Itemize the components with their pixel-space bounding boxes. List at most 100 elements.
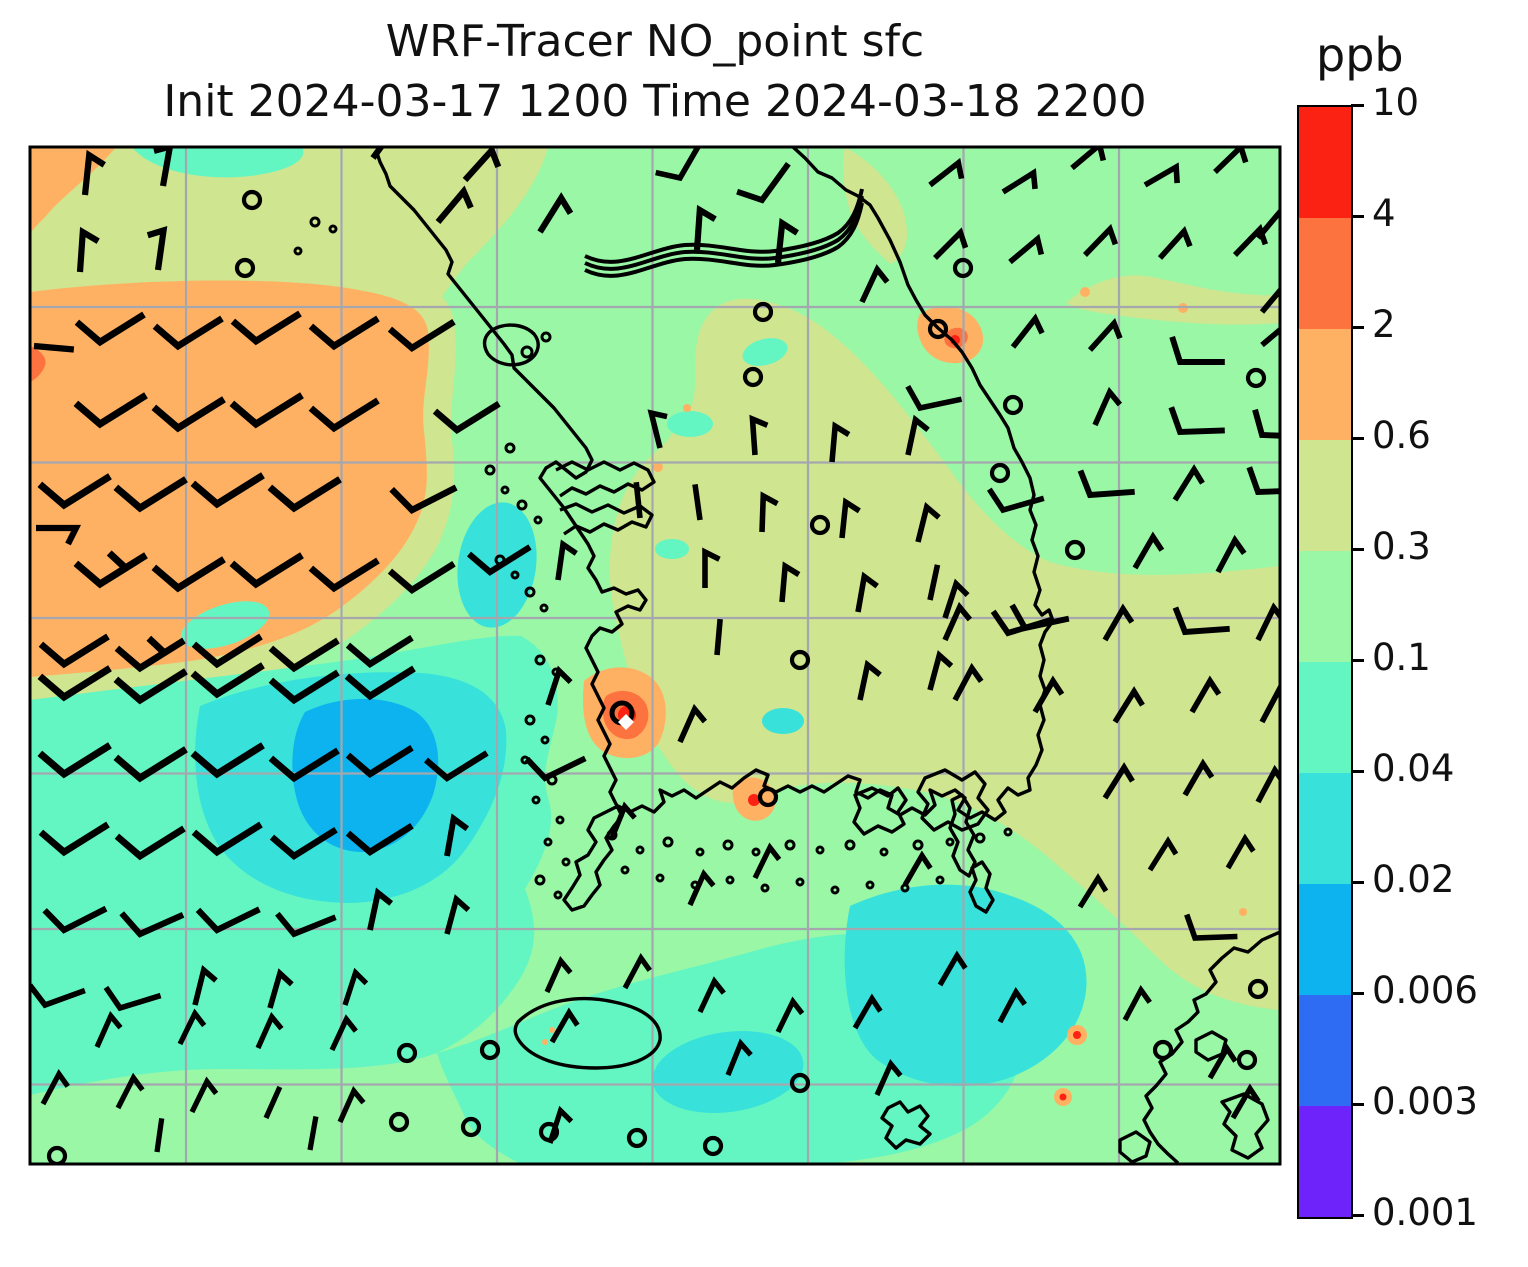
wind-barb xyxy=(1169,336,1225,365)
coastline-japan-island-2 xyxy=(1220,1092,1270,1160)
map-frame xyxy=(28,145,1282,1166)
calm-wind-marker xyxy=(789,1072,811,1094)
wind-barb xyxy=(1172,606,1230,636)
small-island xyxy=(524,714,536,726)
wind-barb xyxy=(42,905,108,934)
colorbar-segment xyxy=(1299,1106,1351,1217)
wind-barb xyxy=(153,147,174,187)
wind-barb xyxy=(759,491,779,533)
wind-barb xyxy=(997,986,1027,1024)
wind-barb xyxy=(1143,162,1180,188)
wind-barb xyxy=(1225,833,1256,870)
wind-barb xyxy=(94,1010,123,1049)
colorbar-tick-label: 0.003 xyxy=(1372,1080,1478,1123)
wind-barb xyxy=(622,952,652,990)
wind-barb xyxy=(677,703,708,744)
calm-wind-marker xyxy=(538,1121,560,1143)
small-island xyxy=(760,883,770,893)
wind-barb xyxy=(687,868,716,907)
concentration-region-left-edge-orangered xyxy=(30,346,46,382)
wind-barb xyxy=(1082,223,1118,257)
colorbar-segment xyxy=(1299,884,1351,995)
wind-barb xyxy=(775,996,805,1034)
wind-barb xyxy=(749,414,769,456)
wind-barb xyxy=(905,384,963,412)
wind-barb xyxy=(308,397,380,433)
concentration-region-topleft-yellowgreen xyxy=(30,147,548,314)
calm-wind-marker xyxy=(752,301,774,323)
wind-barb xyxy=(38,633,110,669)
wind-barb xyxy=(190,742,265,779)
wind-barb xyxy=(1255,764,1280,804)
colorbar-segment xyxy=(1299,107,1351,218)
small-island xyxy=(543,837,553,847)
wind-barb xyxy=(1259,279,1280,314)
wind-barb xyxy=(1087,318,1123,352)
wind-barb xyxy=(839,497,861,539)
wind-barb xyxy=(1172,464,1205,502)
wind-barb xyxy=(927,650,954,691)
wind-barb xyxy=(73,392,148,429)
small-island xyxy=(655,873,665,883)
colorbar-tick xyxy=(1351,436,1364,440)
wind-barb xyxy=(229,552,304,589)
wind-barb xyxy=(697,976,726,1014)
wind-barb xyxy=(1112,686,1145,724)
wind-barb xyxy=(37,665,112,702)
calm-wind-marker xyxy=(1245,367,1267,389)
colorbar-tick-label: 0.001 xyxy=(1372,1191,1478,1234)
colorbar-tick xyxy=(1351,547,1364,551)
wind-barb xyxy=(545,665,573,706)
small-island xyxy=(635,845,645,855)
wind-barb xyxy=(151,396,226,433)
station-ring-marker xyxy=(757,786,779,808)
small-island xyxy=(500,485,510,495)
wind-barb xyxy=(113,668,188,705)
wind-barb xyxy=(444,894,471,935)
wind-barb xyxy=(267,968,294,1009)
wind-barb xyxy=(702,547,721,588)
wind-barb xyxy=(1230,1083,1261,1120)
coastline-han-estuary-2 xyxy=(559,502,654,536)
colorbar-tick xyxy=(1351,214,1364,218)
colorbar-segment xyxy=(1299,662,1351,773)
concentration-region-inland-mint-1 xyxy=(667,411,713,437)
wind-barb xyxy=(942,601,973,642)
concentration-region-strait-turquoise xyxy=(844,884,1087,1087)
small-island xyxy=(540,331,552,343)
wind-barb xyxy=(344,665,416,701)
colorbar-tick-label: 0.3 xyxy=(1372,525,1431,568)
wind-barb xyxy=(1147,836,1179,872)
wind-barb xyxy=(1008,233,1045,265)
wind-barb xyxy=(229,392,304,429)
small-island xyxy=(912,839,924,851)
wind-barb xyxy=(1184,913,1238,941)
small-island xyxy=(784,839,796,851)
small-island xyxy=(534,654,546,666)
concentration-region-topleft-orange-corner xyxy=(30,147,116,234)
wind-barb xyxy=(905,414,930,456)
calm-wind-marker xyxy=(1152,1039,1174,1061)
wind-barb xyxy=(928,157,965,188)
wind-barb xyxy=(307,1116,319,1151)
plot-title-line2: Init 2024-03-17 1200 Time 2024-03-18 220… xyxy=(163,75,1147,127)
colorbar-tick xyxy=(1351,991,1364,995)
wind-barb xyxy=(423,750,489,782)
hotspot-spot xyxy=(549,1027,555,1033)
wind-barb xyxy=(345,822,414,857)
calm-wind-marker xyxy=(388,1111,410,1133)
small-island xyxy=(879,847,889,857)
wind-barb xyxy=(268,669,340,705)
small-island xyxy=(662,836,674,848)
coastline-geoje-island xyxy=(916,768,990,832)
wind-barb xyxy=(40,1068,70,1106)
colorbar-tick xyxy=(1351,880,1364,884)
colorbar-segment xyxy=(1299,329,1351,440)
wind-barb xyxy=(268,747,340,783)
small-island xyxy=(725,875,735,885)
wind-barb xyxy=(275,911,337,938)
wind-barb xyxy=(1213,147,1249,175)
colorbar-tick xyxy=(1351,103,1364,107)
coastline-jeju-island xyxy=(513,996,662,1070)
